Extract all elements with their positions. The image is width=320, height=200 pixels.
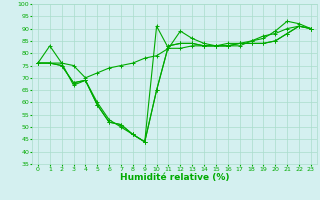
X-axis label: Humidité relative (%): Humidité relative (%): [120, 173, 229, 182]
